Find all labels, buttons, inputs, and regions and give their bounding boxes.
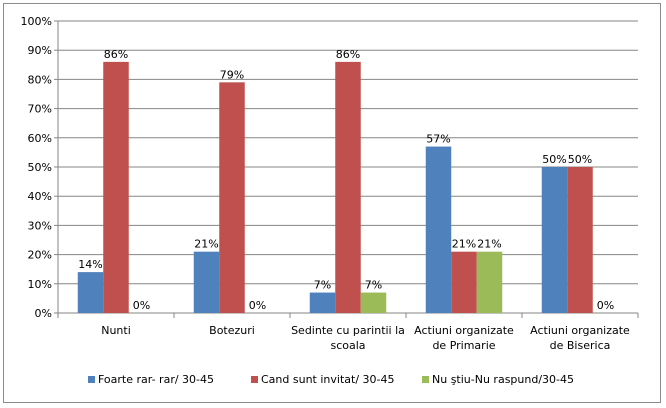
data-label: 50%	[542, 153, 566, 166]
y-tick-label: 20%	[28, 249, 52, 262]
x-category-label: Actiuni organizate de Primarie	[414, 324, 514, 352]
data-label: 86%	[104, 48, 128, 61]
x-category-label: Sedinte cu parintii la scoala	[291, 324, 405, 352]
bar	[219, 82, 245, 313]
data-label: 86%	[336, 48, 360, 61]
bar	[541, 167, 568, 313]
y-tick-label: 80%	[28, 73, 52, 86]
legend-swatch	[88, 376, 95, 383]
data-label: 0%	[249, 299, 266, 312]
bar	[103, 61, 129, 313]
data-label: 50%	[568, 153, 592, 166]
x-category-label: Nunti	[101, 324, 131, 337]
bar	[77, 272, 104, 313]
x-category-label-line: Botezuri	[209, 324, 255, 337]
data-label: 79%	[220, 68, 244, 81]
x-category-label: Botezuri	[209, 324, 255, 337]
x-category-label-line: Sedinte cu parintii la	[291, 324, 405, 337]
x-category-label-line: de Biserica	[550, 339, 611, 352]
data-label: 0%	[133, 299, 150, 312]
data-label: 7%	[365, 279, 382, 292]
legend-label: Nu ştiu-Nu raspund/30-45	[432, 373, 574, 386]
data-label: 21%	[452, 238, 476, 251]
x-category-label-line: Nunti	[101, 324, 131, 337]
y-tick-label: 70%	[28, 103, 52, 116]
data-label: 21%	[477, 238, 501, 251]
data-label: 7%	[314, 279, 331, 292]
y-tick-label: 100%	[21, 15, 52, 28]
legend-swatch	[251, 376, 258, 383]
x-category-label-line: Actiuni organizate	[530, 324, 630, 337]
y-tick-label: 90%	[28, 44, 52, 57]
bar	[476, 251, 503, 313]
bar	[193, 251, 220, 313]
x-category-label: Actiuni organizate de Biserica	[530, 324, 630, 352]
y-tick-label: 0%	[35, 307, 52, 320]
bar	[309, 292, 336, 313]
y-tick-label: 30%	[28, 219, 52, 232]
x-category-label-line: Actiuni organizate	[414, 324, 514, 337]
x-category-label-line: scoala	[330, 339, 365, 352]
legend-label: Cand sunt invitat/ 30-45	[261, 373, 394, 386]
bar	[567, 167, 593, 313]
data-label: 14%	[78, 258, 102, 271]
bar	[425, 146, 452, 313]
bar	[451, 251, 477, 313]
bar	[360, 292, 387, 313]
bar	[335, 61, 361, 313]
data-label: 21%	[194, 238, 218, 251]
y-tick-label: 10%	[28, 278, 52, 291]
data-label: 0%	[597, 299, 614, 312]
data-label: 57%	[426, 133, 450, 146]
legend-swatch	[422, 376, 429, 383]
y-tick-label: 40%	[28, 190, 52, 203]
y-tick-label: 50%	[28, 161, 52, 174]
y-tick-label: 60%	[28, 132, 52, 145]
x-category-label-line: de Primarie	[432, 339, 495, 352]
legend-label: Foarte rar- rar/ 30-45	[98, 373, 214, 386]
